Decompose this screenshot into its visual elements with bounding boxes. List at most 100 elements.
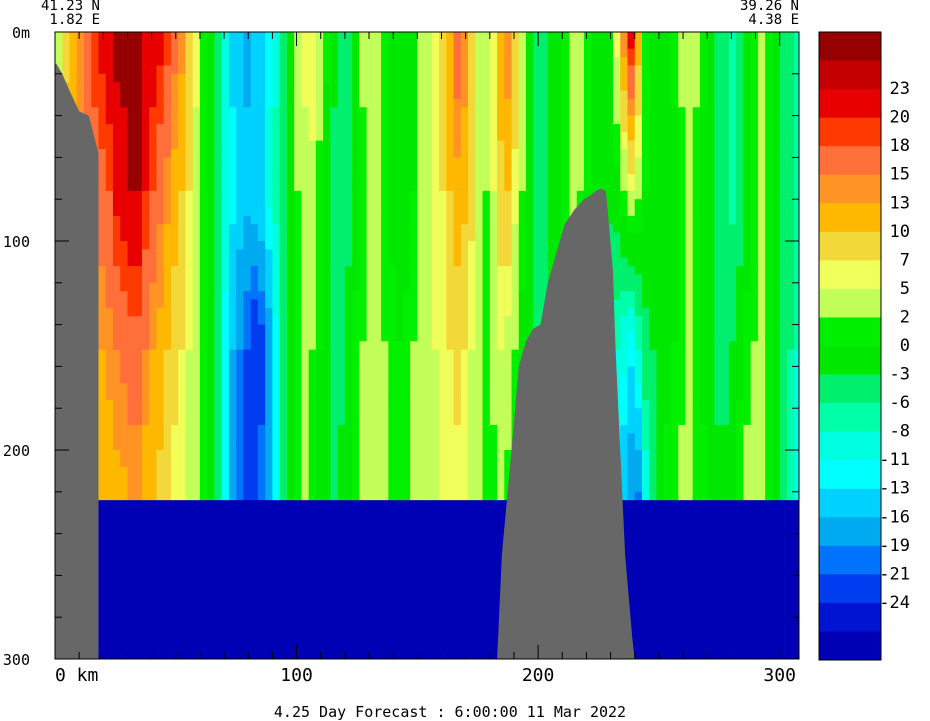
field-cell [337, 291, 346, 301]
field-cell [228, 98, 237, 108]
field-cell [475, 374, 484, 384]
field-cell [301, 525, 310, 535]
field-cell [518, 123, 527, 133]
field-cell [149, 115, 158, 125]
field-cell [279, 40, 288, 50]
field-cell [236, 341, 245, 351]
field-cell [482, 441, 491, 451]
field-cell [460, 149, 469, 158]
field-cell [120, 617, 129, 627]
field-cell [127, 266, 136, 276]
field-cell [105, 416, 114, 426]
field-cell [163, 424, 172, 434]
field-cell [294, 149, 302, 158]
field-cell [431, 533, 440, 543]
field-cell [410, 48, 418, 58]
field-cell [315, 366, 324, 376]
field-cell [359, 316, 368, 326]
field-cell [301, 165, 310, 175]
field-cell [236, 592, 245, 602]
field-cell [286, 40, 295, 50]
field-cell [228, 374, 237, 384]
field-cell [410, 165, 418, 175]
field-cell [185, 416, 194, 426]
field-cell [468, 466, 476, 476]
field-cell [250, 232, 259, 242]
field-cell [134, 249, 143, 259]
field-cell [149, 625, 158, 635]
field-cell [105, 541, 114, 551]
field-cell [497, 424, 505, 434]
field-cell [439, 433, 447, 443]
field-cell [221, 408, 230, 418]
field-cell [468, 257, 476, 267]
field-cell [120, 65, 129, 75]
field-cell [141, 567, 150, 576]
field-cell [134, 32, 143, 41]
field-cell [308, 575, 317, 585]
field-cell [243, 424, 252, 434]
field-cell [533, 307, 542, 317]
field-cell [352, 583, 360, 593]
field-cell [315, 450, 324, 459]
field-cell [62, 48, 71, 58]
field-cell [199, 617, 208, 627]
field-cell [120, 57, 129, 67]
field-cell [141, 316, 150, 326]
field-cell [170, 550, 179, 560]
field-cell [199, 324, 208, 334]
field-cell [402, 550, 411, 560]
field-cell [381, 115, 389, 125]
field-cell [272, 475, 281, 485]
field-cell [431, 165, 440, 175]
field-cell [308, 207, 317, 217]
field-cell [250, 207, 259, 217]
field-cell [475, 249, 484, 259]
field-cell [265, 617, 274, 627]
field-cell [417, 567, 426, 576]
field-cell [286, 65, 295, 75]
field-cell [112, 533, 121, 543]
field-cell [402, 633, 411, 643]
field-cell [98, 123, 107, 133]
field-cell [453, 224, 462, 234]
field-cell [308, 182, 317, 192]
field-cell [170, 558, 179, 568]
field-cell [439, 592, 447, 602]
field-cell [272, 541, 281, 551]
field-cell [207, 550, 216, 560]
field-cell [134, 592, 143, 602]
field-cell [482, 57, 491, 67]
field-cell [265, 608, 274, 618]
field-cell [308, 441, 317, 451]
field-cell [373, 516, 382, 526]
field-cell [323, 358, 331, 367]
field-cell [388, 508, 397, 518]
field-cell [388, 525, 397, 535]
field-cell [265, 316, 274, 326]
field-cell [236, 650, 245, 659]
field-cell [221, 157, 230, 167]
field-cell [141, 516, 150, 526]
field-cell [178, 32, 187, 41]
field-cell [417, 600, 426, 610]
field-cell [294, 541, 302, 551]
field-cell [497, 282, 505, 292]
field-cell [250, 90, 259, 100]
field-cell [207, 642, 216, 652]
field-cell [468, 583, 476, 593]
field-cell [294, 73, 302, 83]
field-cell [497, 324, 505, 334]
field-cell [439, 633, 447, 643]
field-cell [294, 441, 302, 451]
field-cell [533, 257, 542, 267]
field-cell [518, 282, 527, 292]
field-cell [424, 583, 433, 593]
field-cell [178, 391, 187, 401]
field-cell [511, 291, 520, 301]
field-cell [228, 508, 237, 518]
field-cell [98, 40, 107, 50]
field-cell [134, 625, 143, 635]
field-cell [482, 90, 491, 100]
field-cell [214, 149, 223, 158]
